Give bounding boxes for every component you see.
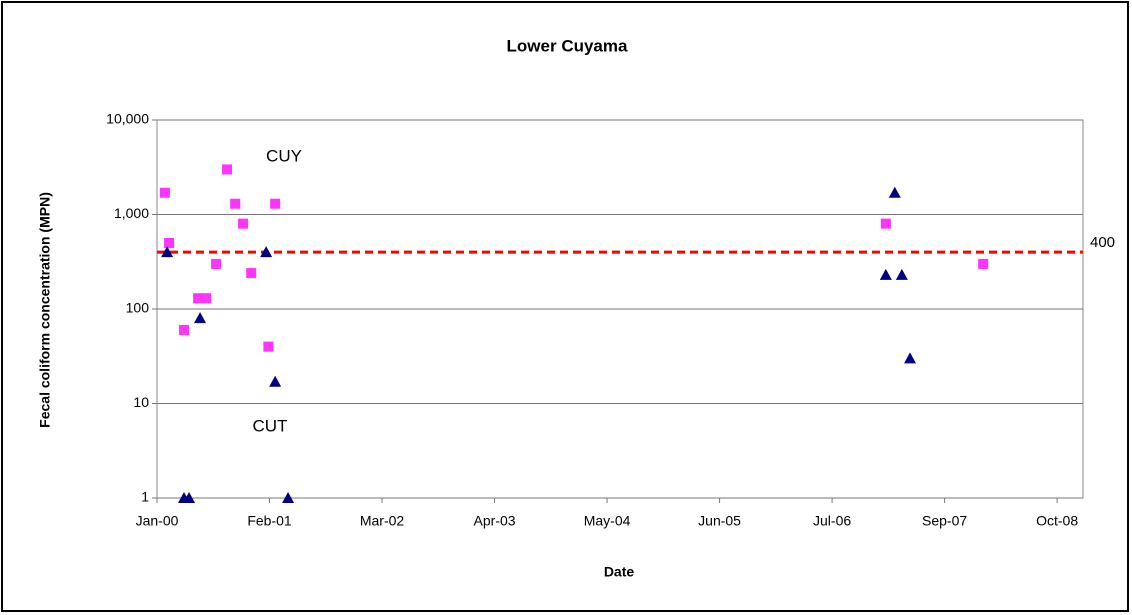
point [179,324,190,335]
x-tick-label: Oct-08 [1036,513,1078,529]
point [879,268,892,280]
x-tick-label: Apr-03 [474,513,516,529]
point [230,198,241,209]
x-tick-label: Feb-01 [247,513,292,529]
point [159,187,170,198]
x-tick-label: Jun-05 [698,513,741,529]
series-label: CUT [253,416,288,435]
point [880,218,891,229]
y-tick-label: 1 [141,489,149,505]
point [270,198,281,209]
x-tick-label: Jul-06 [813,513,851,529]
y-tick-label: 10,000 [106,111,149,127]
point [222,164,233,175]
point [978,258,989,269]
point [246,268,257,279]
series-label: CUY [266,146,302,165]
point [164,237,175,248]
x-tick-label: Jan-00 [136,513,179,529]
point [260,246,273,258]
chart-title: Lower Cuyama [507,36,628,55]
x-tick-label: May-04 [584,513,631,529]
point [895,268,908,280]
point [238,218,249,229]
point [201,293,212,304]
y-axis-label: Fecal coliform concentration (MPN) [37,192,53,428]
y-tick-label: 10 [133,394,149,410]
x-axis-label: Date [604,564,635,580]
point [161,246,174,258]
point [193,293,204,304]
point [904,352,917,364]
point [269,375,282,387]
x-tick-label: Sep-07 [922,513,967,529]
point [194,312,207,324]
y-tick-label: 100 [126,300,150,316]
reference-label: 400 [1090,234,1115,251]
y-tick-label: 1,000 [114,205,149,221]
point [282,492,295,503]
point [211,258,222,269]
point [183,492,196,503]
x-tick-label: Mar-02 [360,513,405,529]
point [888,186,901,198]
point [263,341,274,352]
